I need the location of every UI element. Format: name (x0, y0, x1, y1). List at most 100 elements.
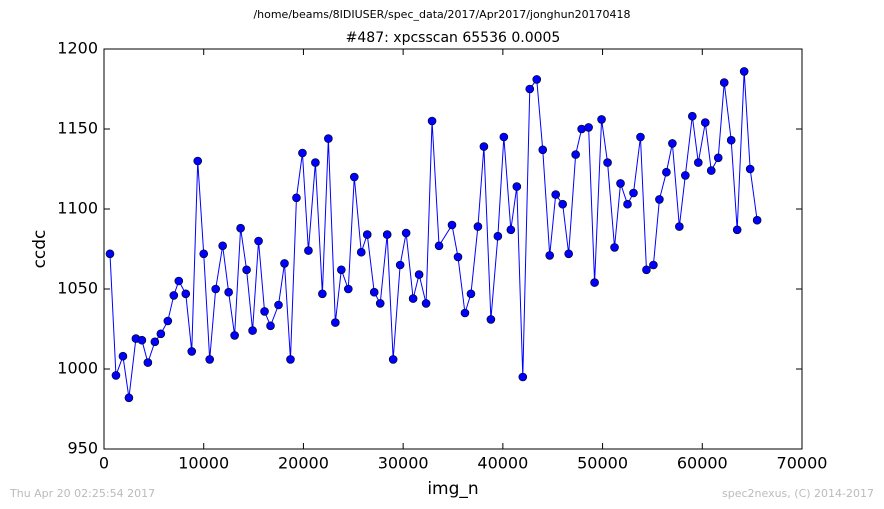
data-point (700, 118, 710, 127)
data-point (280, 259, 289, 268)
data-point (181, 289, 191, 299)
data-point (174, 276, 184, 286)
data-point (545, 251, 555, 260)
data-point (655, 195, 664, 204)
data-point (137, 335, 147, 345)
data-point (395, 260, 405, 270)
data-point (205, 355, 214, 364)
data-point (590, 278, 599, 287)
data-point (558, 199, 567, 209)
x-tick-label: 0 (99, 454, 109, 473)
y-tick-label: 1100 (57, 199, 98, 218)
data-point (118, 351, 128, 361)
data-point (681, 171, 690, 180)
data-point (260, 307, 269, 316)
data-point (518, 372, 528, 382)
y-tick-label: 1000 (57, 359, 98, 378)
data-point (349, 172, 359, 182)
data-point (401, 228, 411, 238)
suptitle: /home/beams/8IDIUSER/spec_data/2017/Apr2… (253, 8, 630, 21)
data-point (479, 142, 489, 151)
data-point (331, 318, 340, 327)
x-tick-label: 70000 (777, 454, 828, 473)
data-point (745, 164, 755, 174)
data-point (642, 265, 651, 275)
y-axis-label: ccdc (30, 230, 50, 269)
data-point (603, 158, 612, 167)
footer-right: spec2nexus, (C) 2014-2017 (722, 487, 874, 500)
data-point (298, 148, 307, 158)
footer-left: Thu Apr 20 02:25:54 2017 (9, 487, 155, 500)
data-point (636, 132, 645, 142)
data-point (224, 287, 233, 297)
data-point (292, 193, 301, 203)
data-point (668, 139, 677, 148)
data-point (356, 247, 366, 257)
data-point (693, 158, 703, 167)
data-point (434, 241, 444, 251)
data-point (187, 347, 197, 356)
data-point (739, 67, 749, 76)
data-point (369, 287, 379, 297)
data-point (719, 78, 729, 87)
data-point (311, 158, 320, 167)
data-point (486, 315, 496, 324)
data-point (732, 225, 742, 235)
y-tick-label: 1050 (57, 279, 98, 298)
data-point (584, 123, 593, 132)
data-point (421, 299, 431, 308)
data-point (124, 393, 134, 403)
data-point (230, 331, 239, 340)
data-point (218, 241, 227, 251)
data-point (375, 299, 385, 308)
data-point (274, 300, 283, 310)
data-point (211, 284, 220, 294)
data-point (662, 167, 671, 177)
data-point (324, 134, 333, 143)
data-point (623, 199, 632, 209)
data-point (266, 321, 275, 331)
data-point (242, 265, 251, 275)
x-tick-label: 60000 (677, 454, 728, 473)
data-point (551, 190, 561, 199)
data-point (453, 252, 463, 262)
data-point (577, 124, 586, 134)
data-point (571, 150, 580, 159)
data-point (752, 215, 762, 225)
data-point (193, 156, 203, 166)
x-tick-label: 50000 (577, 454, 628, 473)
data-point (105, 249, 115, 259)
data-point (304, 246, 313, 255)
data-point (688, 111, 697, 121)
data-point (111, 371, 121, 380)
data-point (473, 222, 483, 231)
data-point (493, 231, 503, 241)
y-tick-label: 1150 (57, 119, 98, 138)
data-point (706, 166, 716, 175)
data-point (447, 220, 457, 230)
data-point (286, 355, 295, 364)
data-point (236, 223, 245, 233)
data-point (629, 188, 638, 198)
data-point (512, 182, 522, 191)
x-tick-label: 40000 (477, 454, 528, 473)
data-point (466, 289, 476, 299)
data-point (382, 230, 392, 239)
x-axis-label: img_n (427, 479, 478, 499)
data-point (675, 222, 684, 231)
x-tick-label: 10000 (178, 454, 229, 473)
data-point (408, 294, 418, 303)
x-tick-label: 20000 (278, 454, 329, 473)
data-point (460, 308, 470, 318)
data-point (525, 84, 535, 94)
data-point (150, 337, 160, 347)
data-point (169, 291, 179, 300)
data-point (254, 236, 263, 246)
data-point (414, 270, 424, 279)
plot-frame (103, 48, 803, 450)
data-point (318, 289, 327, 299)
data-point (649, 260, 658, 270)
y-tick-label: 1200 (57, 39, 98, 58)
data-point (143, 358, 153, 367)
